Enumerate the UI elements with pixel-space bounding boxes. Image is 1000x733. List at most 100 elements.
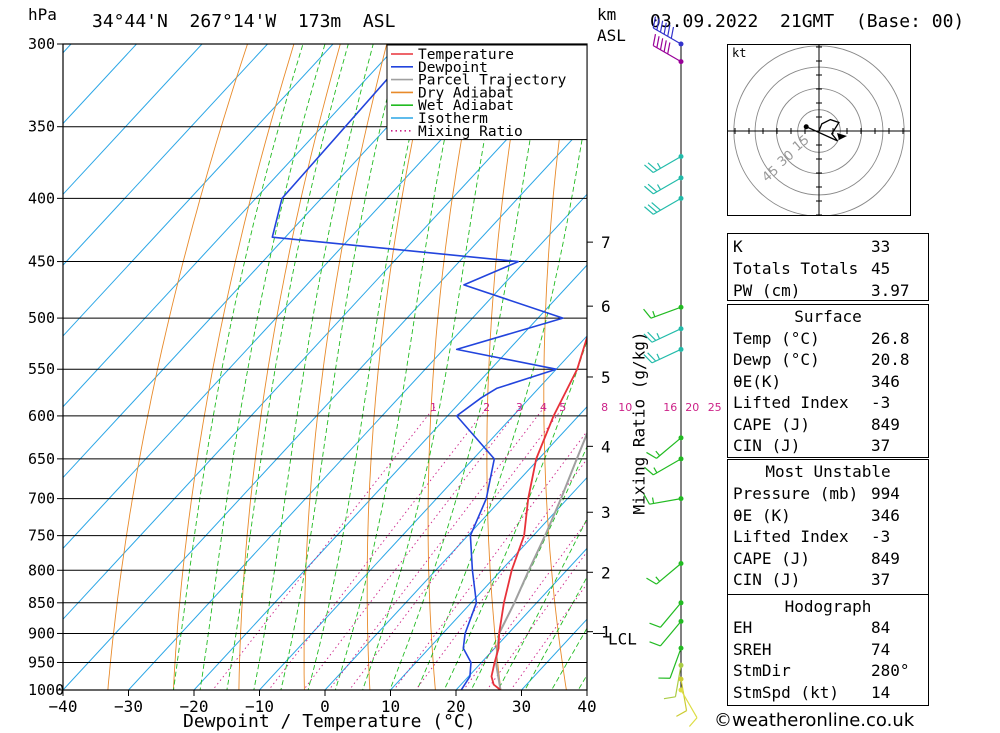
wind-barb bbox=[649, 618, 684, 647]
mixing-ratio-label: 10 bbox=[618, 401, 632, 414]
mixing-ratio-line bbox=[302, 406, 521, 690]
wind-barb bbox=[644, 195, 684, 215]
hodograph-ring-label: 15 bbox=[790, 133, 812, 155]
height-tick-label: 6 bbox=[601, 297, 611, 316]
dry-adiabat-line bbox=[303, 44, 388, 690]
isotherm-line bbox=[63, 44, 203, 196]
mu-row-thetae: θE (K) 346 bbox=[733, 506, 900, 525]
copyright-link[interactable]: ©weatheronline.co.uk bbox=[714, 710, 915, 731]
hodograph-params-panel: Hodograph EH 84 SREH 74 StmDir 280° StmSpd … bbox=[727, 594, 929, 706]
temperature-tick-label: −30 bbox=[114, 697, 143, 716]
pressure-tick-label: 450 bbox=[28, 253, 55, 271]
mixing-ratio-axis-title: Mixing Ratio (g/kg) bbox=[629, 331, 649, 515]
isotherm-line bbox=[193, 264, 587, 690]
km-unit-label: km bbox=[597, 5, 617, 24]
mu-row-cape: CAPE (J) 849 bbox=[733, 549, 900, 568]
station-location: 34°44'N 267°14'W 173m ASL bbox=[92, 11, 396, 32]
height-tick-label: 4 bbox=[601, 437, 611, 456]
hodograph-trace bbox=[805, 118, 840, 142]
wet-adiabat-line bbox=[173, 44, 304, 690]
storm-motion-marker bbox=[837, 133, 847, 140]
dry-adiabat-line bbox=[427, 44, 481, 690]
wind-barb bbox=[646, 561, 684, 585]
legend-label: Parcel Trajectory bbox=[418, 73, 567, 89]
mixing-ratio-line bbox=[462, 520, 587, 690]
legend-label: Temperature bbox=[418, 47, 514, 63]
wind-barb bbox=[643, 326, 684, 343]
mixing-ratio-label: 4 bbox=[540, 401, 547, 414]
surface-title: Surface bbox=[794, 307, 862, 326]
dewpoint-line bbox=[271, 44, 564, 690]
wind-barb bbox=[644, 154, 684, 174]
pressure-tick-label: 950 bbox=[28, 653, 55, 671]
wet-adiabat-line bbox=[280, 44, 401, 690]
dry-adiabat-line bbox=[107, 44, 248, 690]
dry-adiabat-line bbox=[988, 7, 1000, 716]
wet-adiabat-line bbox=[253, 44, 374, 690]
mixing-ratio-label: 20 bbox=[685, 401, 699, 414]
pressure-tick-label: 300 bbox=[28, 35, 55, 53]
temperature-line bbox=[490, 334, 587, 690]
index-row-pw: PW (cm) 3.97 bbox=[733, 281, 910, 300]
surface-row-cin: CIN (J) 37 bbox=[733, 436, 891, 455]
hodograph-unit: kt bbox=[732, 46, 747, 60]
mixing-ratio-label: 25 bbox=[708, 401, 722, 414]
temperature-tick-label: 20 bbox=[446, 697, 465, 716]
hodo-row-sreh: SREH 74 bbox=[733, 640, 891, 659]
pressure-tick-label: 700 bbox=[28, 490, 55, 508]
wind-barb bbox=[643, 304, 684, 319]
pressure-tick-label: 800 bbox=[28, 561, 55, 579]
mixing-ratio-line bbox=[328, 406, 545, 690]
mu-row-pressure: Pressure (mb) 994 bbox=[733, 484, 900, 503]
mixing-ratio-label: 16 bbox=[663, 401, 677, 414]
wet-adiabat-line bbox=[551, 627, 587, 690]
wet-adiabat-line bbox=[226, 44, 349, 690]
hodo-title: Hodograph bbox=[784, 597, 872, 616]
wind-barb bbox=[649, 600, 684, 628]
legend-box bbox=[386, 44, 588, 141]
mixing-ratio-line bbox=[415, 458, 587, 690]
temperature-tick-label: 0 bbox=[320, 697, 330, 716]
temperature-tick-label: 30 bbox=[512, 697, 531, 716]
wet-adiabat-line bbox=[362, 44, 504, 690]
height-tick-label: 1 bbox=[601, 623, 611, 642]
dry-adiabat-line bbox=[366, 44, 434, 690]
dry-adiabat-line bbox=[172, 44, 295, 690]
hodograph-ring-label: 30 bbox=[775, 148, 797, 170]
dry-adiabat-line bbox=[652, 7, 703, 716]
isotherm-line bbox=[258, 335, 587, 690]
hodo-row-stmdir: StmDir 280° bbox=[733, 661, 910, 680]
wind-barb bbox=[644, 175, 684, 195]
surface-panel: Surface Temp (°C) 26.8 Dewp (°C) 20.8 θE(K… bbox=[727, 304, 929, 458]
wind-barb bbox=[643, 493, 684, 505]
legend-label: Mixing Ratio bbox=[418, 124, 523, 140]
x-axis-title: Dewpoint / Temperature (°C) bbox=[183, 711, 476, 732]
pressure-tick-label: 350 bbox=[28, 118, 55, 136]
temperature-tick-label: 10 bbox=[381, 697, 400, 716]
indices-panel: K 33 Totals Totals 45 PW (cm) 3.97 bbox=[727, 233, 929, 301]
dry-adiabat-line bbox=[943, 7, 1000, 716]
hodograph-ring-label: 45 bbox=[760, 163, 782, 185]
wet-adiabat-line bbox=[199, 44, 326, 690]
hodo-row-stmspd: StmSpd (kt) 14 bbox=[733, 683, 891, 702]
wind-barb bbox=[652, 16, 684, 47]
mixing-ratio-line bbox=[510, 583, 587, 690]
wind-barb bbox=[644, 456, 684, 476]
pressure-tick-label: 900 bbox=[28, 624, 55, 642]
plot-frame bbox=[62, 43, 588, 691]
pressure-tick-label: 550 bbox=[28, 360, 55, 378]
temperature-tick-label: −40 bbox=[49, 697, 78, 716]
isotherm-line bbox=[63, 44, 400, 408]
mixing-ratio-label: 2 bbox=[483, 401, 490, 414]
wind-barb bbox=[678, 687, 698, 727]
isotherm-line bbox=[324, 406, 587, 690]
mixing-ratio-label: 8 bbox=[601, 401, 608, 414]
temperature-tick-label: −20 bbox=[180, 697, 209, 716]
dry-adiabat-line bbox=[238, 44, 341, 690]
mixing-ratio-line bbox=[393, 430, 587, 690]
isotherm-line bbox=[127, 193, 587, 690]
wind-barb bbox=[646, 435, 684, 459]
